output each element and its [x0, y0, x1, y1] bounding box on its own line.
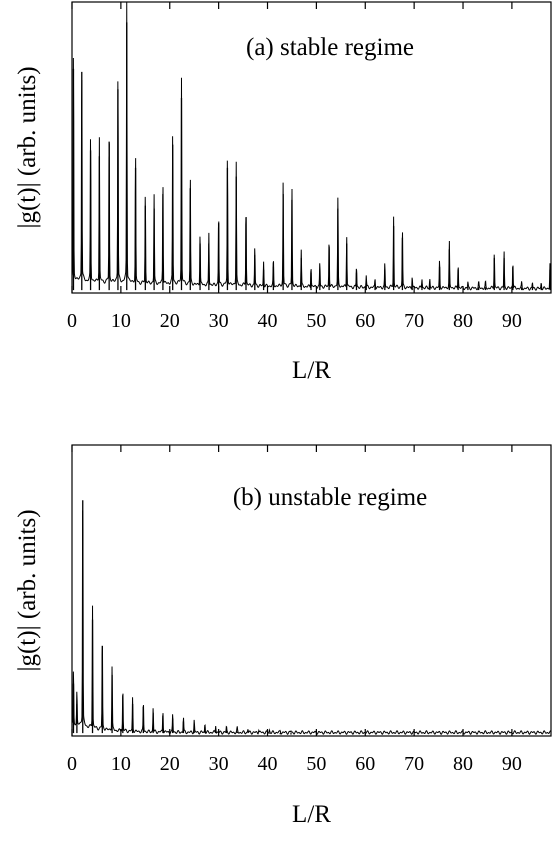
x-tick-label-70: 70 — [404, 753, 424, 775]
x-tick-label-30: 30 — [209, 753, 229, 775]
x-ticks-unstable: 0 10 20 30 40 50 60 70 80 90 — [67, 445, 522, 775]
x-tick-label-60: 60 — [355, 753, 375, 775]
series-stable — [71, 1, 552, 291]
x-tick-label-80: 80 — [453, 310, 473, 332]
x-tick-label-40: 40 — [258, 310, 278, 332]
y-axis-label-stable: |g(t)| (arb. units) — [14, 66, 41, 228]
panel-stable: 0 10 20 30 40 50 60 70 80 90 (a) stable regime L/… — [14, 1, 552, 384]
x-tick-label-90: 90 — [502, 753, 522, 775]
x-axis-label-unstable: L/R — [292, 801, 331, 828]
series-unstable — [71, 500, 552, 735]
plot-frame-stable — [71, 1, 552, 294]
x-tick-label-60: 60 — [355, 310, 375, 332]
x-tick-label-10: 10 — [111, 310, 131, 332]
panel-unstable: 0 10 20 30 40 50 60 70 80 90 (b) unstable regime … — [14, 444, 552, 828]
plot-frame-unstable — [71, 444, 552, 737]
x-ticks-stable: 0 10 20 30 40 50 60 70 80 90 — [67, 2, 522, 332]
x-tick-label-0: 0 — [67, 753, 77, 775]
x-tick-label-40: 40 — [258, 753, 278, 775]
y-axis-label-unstable: |g(t)| (arb. units) — [14, 509, 41, 671]
x-tick-label-20: 20 — [160, 310, 180, 332]
x-tick-label-90: 90 — [502, 310, 522, 332]
x-tick-label-80: 80 — [453, 753, 473, 775]
x-tick-label-10: 10 — [111, 753, 131, 775]
x-axis-label-stable: L/R — [292, 357, 331, 384]
x-tick-label-50: 50 — [306, 753, 326, 775]
panel-title-stable: (a) stable regime — [246, 34, 414, 61]
signal-trace — [71, 510, 552, 735]
panel-title-unstable: (b) unstable regime — [233, 484, 427, 511]
x-tick-label-20: 20 — [160, 753, 180, 775]
x-tick-label-70: 70 — [404, 310, 424, 332]
x-tick-label-30: 30 — [209, 310, 229, 332]
x-tick-label-50: 50 — [306, 310, 326, 332]
x-tick-label-0: 0 — [67, 310, 77, 332]
